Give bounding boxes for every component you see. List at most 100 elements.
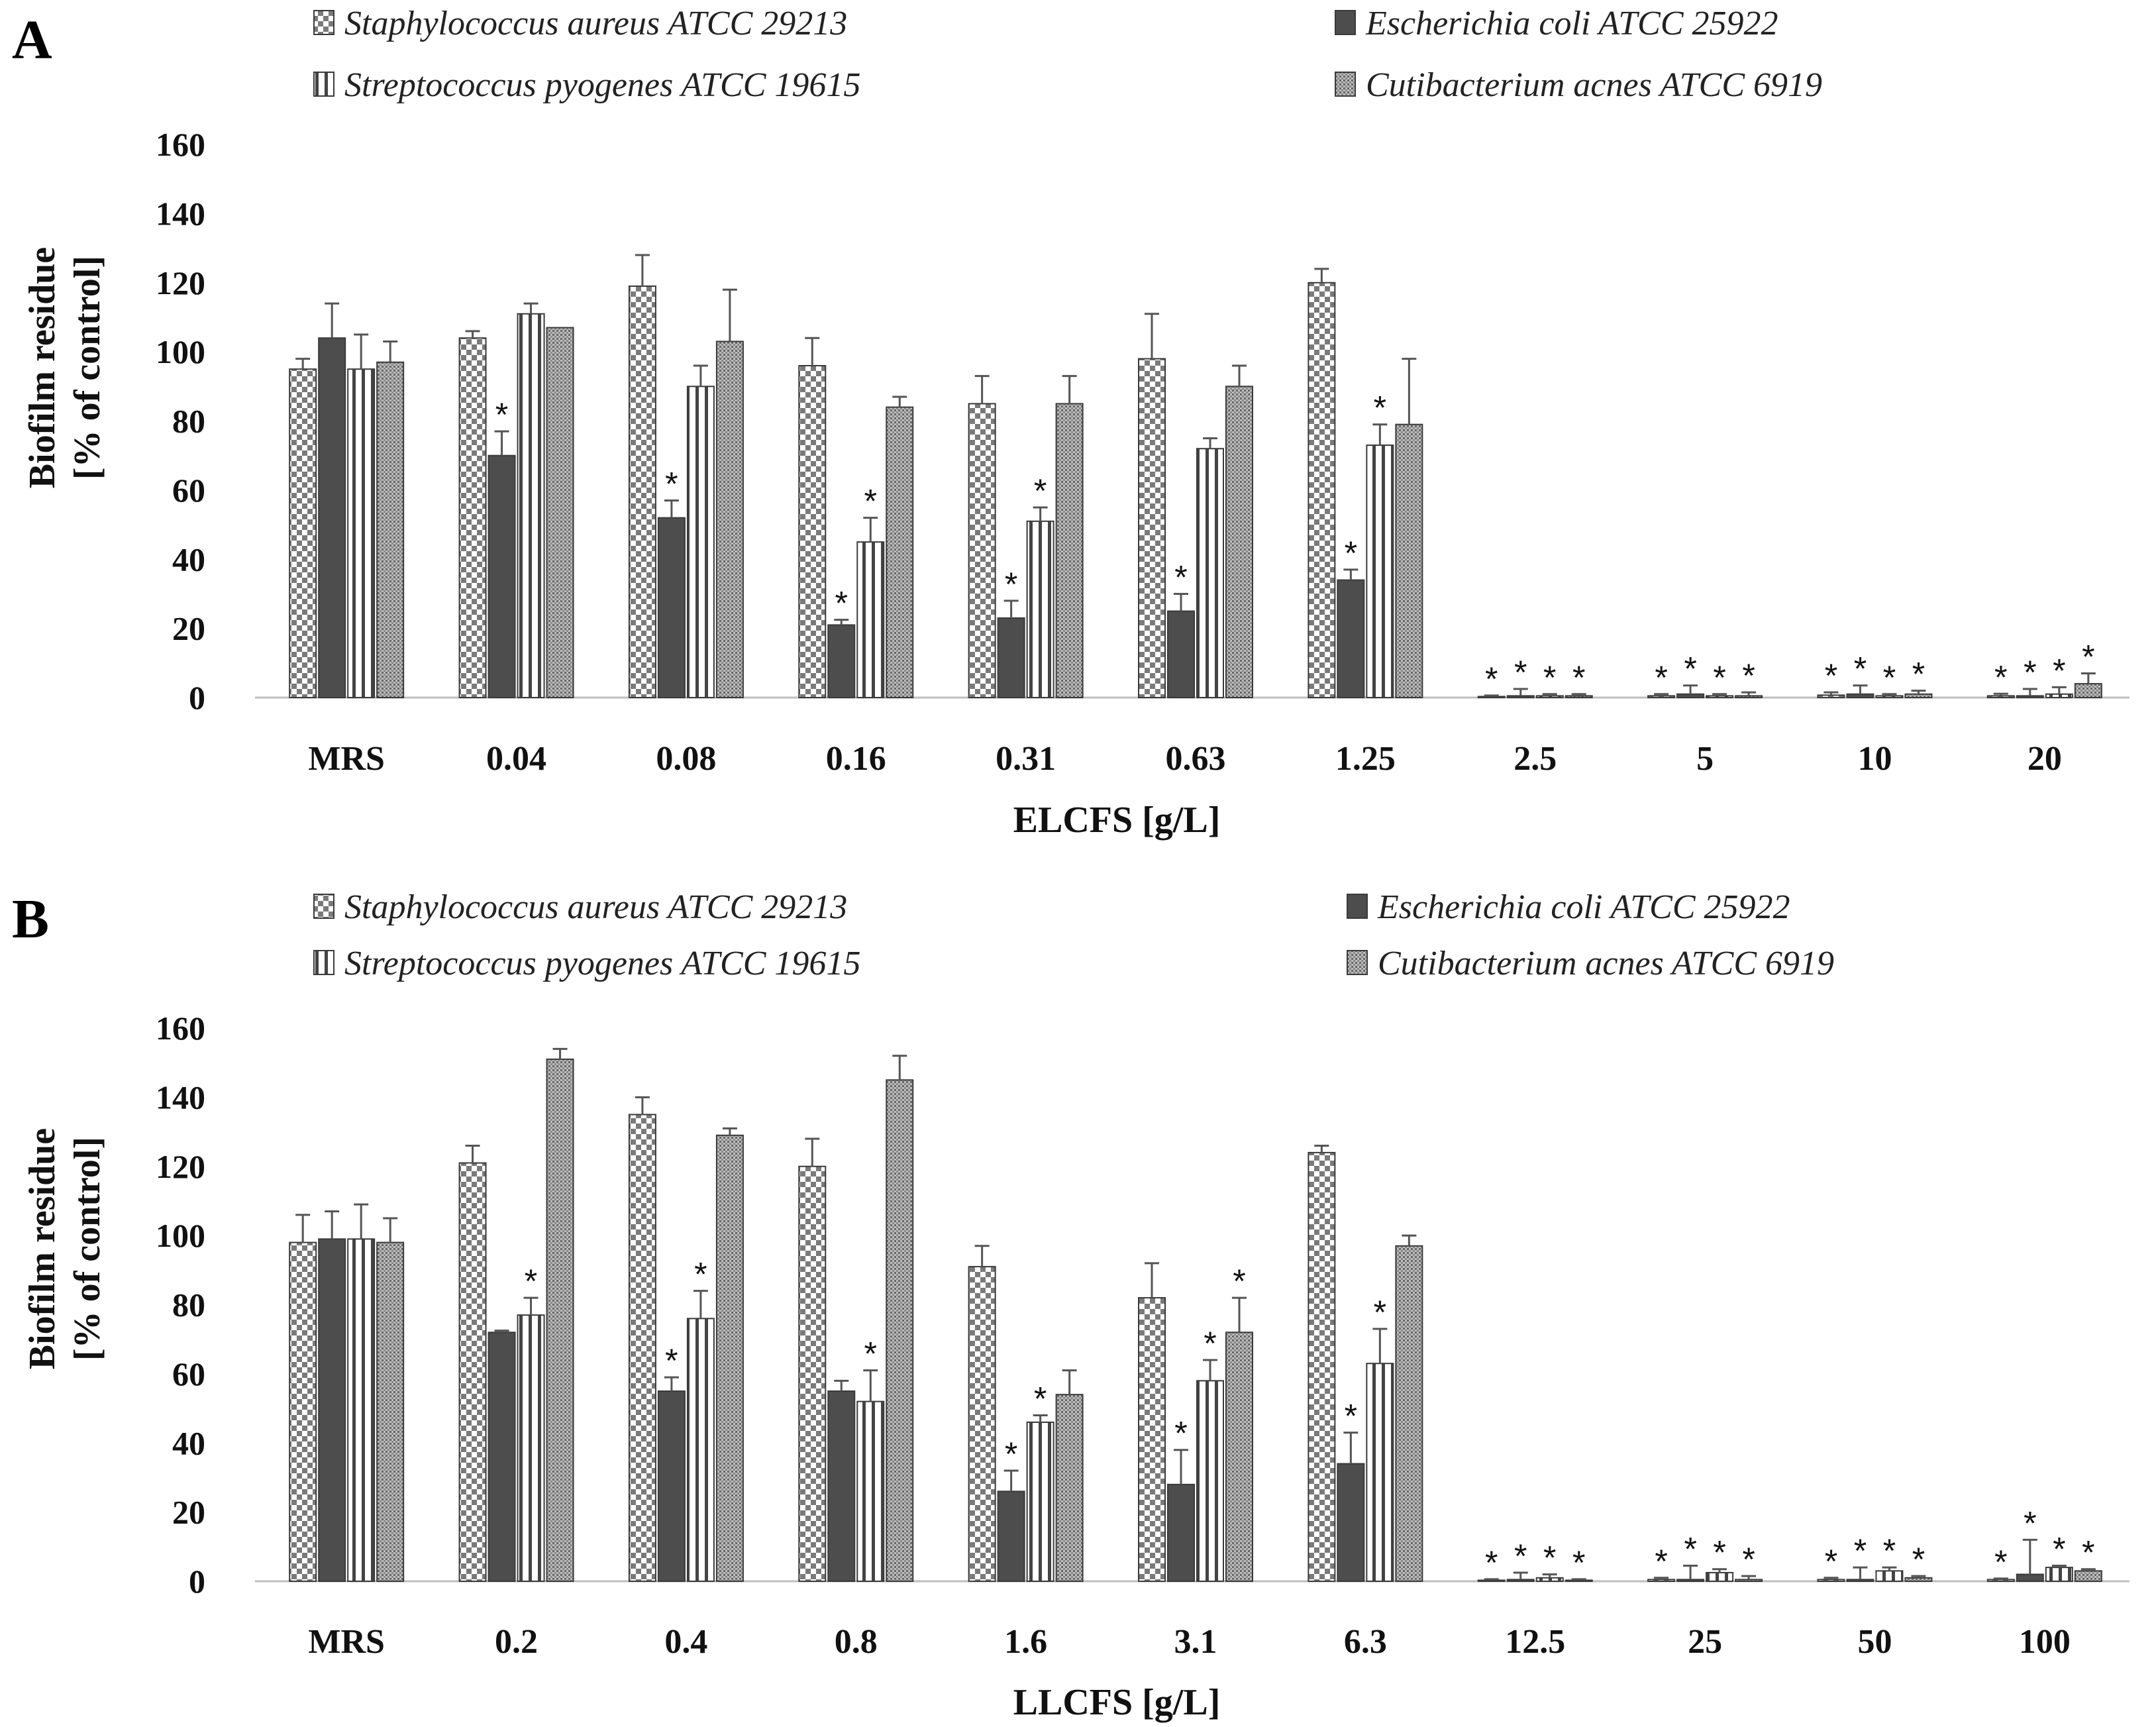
bar-escherichia-coli-0-31	[997, 617, 1025, 698]
bar-staphylococcus-aureus-0-08	[628, 285, 656, 698]
bar-staphylococcus-aureus-0-63	[1138, 358, 1166, 698]
significance-star: *	[665, 1342, 678, 1379]
bar-streptococcus-pyogenes-0-16	[856, 541, 885, 698]
plot-area-b: 0 20 40 60 80 100 120 140 160 MRS 0.2 * 0.4 * * 0.8 * 1.6…	[156, 1010, 2130, 1661]
significance-star: *	[1742, 657, 1755, 694]
x-tick-label: 0.04	[486, 740, 546, 778]
bar-streptococcus-pyogenes-0-8	[856, 1400, 885, 1582]
x-tick-label: 0.4	[664, 1623, 707, 1661]
significance-star: *	[1854, 651, 1867, 688]
bar-streptococcus-pyogenes-100	[2045, 1567, 2073, 1582]
bar-streptococcus-pyogenes-12-5	[1535, 1577, 1564, 1582]
x-axis-title-a: ELCFS [g/L]	[1013, 800, 1221, 841]
panel-b: B LLCFS [g/L] Biofilm residue [% of cont…	[12, 888, 2130, 1723]
significance-star: *	[1345, 1398, 1357, 1435]
bar-streptococcus-pyogenes-6-3	[1366, 1363, 1394, 1582]
significance-star: *	[1174, 1415, 1187, 1452]
bar-cutibacterium-acnes-0-08	[715, 340, 744, 698]
y-tick-label: 100	[156, 1217, 205, 1254]
significance-star: *	[1543, 1540, 1556, 1577]
legend-swatch-cutibacterium-acnes	[1335, 72, 1356, 97]
bar-escherichia-coli-0-08	[657, 517, 686, 698]
significance-star: *	[1883, 659, 1896, 696]
bar-cutibacterium-acnes-6-3	[1395, 1245, 1423, 1582]
x-tick-label: 0.63	[1166, 740, 1226, 778]
bar-staphylococcus-aureus-10	[1817, 694, 1845, 699]
bar-escherichia-coli-0-2	[488, 1332, 516, 1582]
bar-cutibacterium-acnes-100	[2074, 1570, 2102, 1582]
bar-escherichia-coli-0-4	[657, 1390, 686, 1582]
bar-cutibacterium-acnes-10	[1904, 693, 1933, 698]
bar-streptococcus-pyogenes-5	[1706, 695, 1734, 698]
x-tick-label: 3.1	[1174, 1623, 1217, 1661]
bar-escherichia-coli-1-25	[1337, 579, 1365, 698]
significance-star: *	[1485, 660, 1498, 698]
bar-escherichia-coli-0-16	[827, 624, 856, 698]
bar-streptococcus-pyogenes-2-5	[1535, 695, 1564, 698]
bar-streptococcus-pyogenes-0-08	[686, 386, 715, 698]
significance-star: *	[2053, 1531, 2065, 1568]
significance-star: *	[525, 1263, 537, 1300]
y-axis-title-a-line2: [% of control]	[67, 256, 108, 480]
bar-escherichia-coli-1-6	[997, 1491, 1025, 1582]
bar-staphylococcus-aureus-0-2	[458, 1162, 487, 1582]
bar-streptococcus-pyogenes-0-63	[1196, 448, 1224, 698]
bar-staphylococcus-aureus-20	[1986, 695, 2015, 698]
y-tick-label: 120	[156, 1148, 205, 1185]
bar-escherichia-coli-2-5	[1506, 695, 1535, 698]
bar-escherichia-coli-100	[2016, 1573, 2044, 1582]
x-tick-label: 2.5	[1514, 740, 1557, 778]
legend-swatch-cutibacterium-acnes	[1347, 950, 1368, 975]
bar-streptococcus-pyogenes-20	[2045, 693, 2073, 698]
plot-area-a: 0 20 40 60 80 100 120 140 160 MRS 0.04 * 0.08 * 0.16 * *…	[156, 126, 2130, 778]
y-axis-title-b-line1: Biofilm residue	[22, 1128, 63, 1370]
bar-streptococcus-pyogenes-10	[1875, 695, 1904, 698]
bar-staphylococcus-aureus-50	[1817, 1579, 1845, 1582]
bar-cutibacterium-acnes-0-16	[886, 406, 914, 698]
x-tick-label: 12.5	[1505, 1623, 1565, 1661]
bar-escherichia-coli-mrs	[318, 1238, 346, 1582]
bar-streptococcus-pyogenes-1-6	[1026, 1421, 1054, 1582]
bar-streptococcus-pyogenes-0-04	[517, 313, 545, 698]
panel-a: A ELCFS [g/L] Biofilm residue [% of cont…	[12, 5, 2130, 841]
bar-staphylococcus-aureus-3-1	[1138, 1297, 1166, 1582]
bar-cutibacterium-acnes-0-2	[546, 1058, 574, 1582]
legend-label-cutibacterium-acnes: Cutibacterium acnes ATCC 6919	[1378, 945, 1834, 982]
significance-star: *	[1713, 1534, 1725, 1571]
legend-label-staphylococcus-aureus: Staphylococcus aureus ATCC 29213	[344, 5, 847, 42]
x-tick-label: 0.16	[826, 740, 886, 778]
bar-staphylococcus-aureus-1-6	[968, 1266, 996, 1582]
y-axis-title-b-line2: [% of control]	[67, 1137, 108, 1361]
significance-star: *	[1854, 1532, 1867, 1569]
x-tick-label: 0.2	[495, 1623, 538, 1661]
bar-escherichia-coli-12-5	[1506, 1579, 1535, 1582]
x-tick-label: 1.25	[1335, 740, 1396, 778]
y-tick-label: 120	[156, 264, 205, 301]
bar-escherichia-coli-0-8	[827, 1390, 856, 1582]
significance-star: *	[1994, 658, 2007, 696]
significance-star: *	[1684, 651, 1696, 688]
bar-cutibacterium-acnes-2-5	[1565, 695, 1593, 698]
bar-staphylococcus-aureus-mrs	[289, 1241, 317, 1582]
significance-star: *	[1374, 1294, 1386, 1331]
x-axis-title-b: LLCFS [g/L]	[1013, 1682, 1221, 1723]
significance-star: *	[1742, 1541, 1755, 1578]
bar-escherichia-coli-0-04	[488, 454, 516, 698]
bar-cutibacterium-acnes-0-4	[715, 1134, 744, 1582]
y-tick-label: 0	[189, 679, 205, 716]
y-tick-label: 60	[172, 1355, 205, 1392]
legend-swatch-staphylococcus-aureus	[313, 10, 334, 35]
legend-label-escherichia-coli: Escherichia coli ATCC 25922	[1365, 5, 1778, 42]
bar-escherichia-coli-3-1	[1167, 1483, 1195, 1582]
x-tick-label: 20	[2028, 740, 2062, 778]
significance-star: *	[1825, 657, 1837, 694]
y-tick-label: 0	[189, 1563, 205, 1600]
bar-escherichia-coli-50	[1846, 1579, 1874, 1582]
bar-staphylococcus-aureus-0-04	[458, 337, 487, 698]
bar-streptococcus-pyogenes-mrs	[347, 368, 376, 698]
legend-label-escherichia-coli: Escherichia coli ATCC 25922	[1377, 888, 1790, 926]
bar-cutibacterium-acnes-mrs	[376, 361, 405, 698]
significance-star: *	[495, 396, 508, 433]
bar-escherichia-coli-20	[2016, 695, 2044, 698]
x-tick-label: 6.3	[1344, 1623, 1387, 1661]
